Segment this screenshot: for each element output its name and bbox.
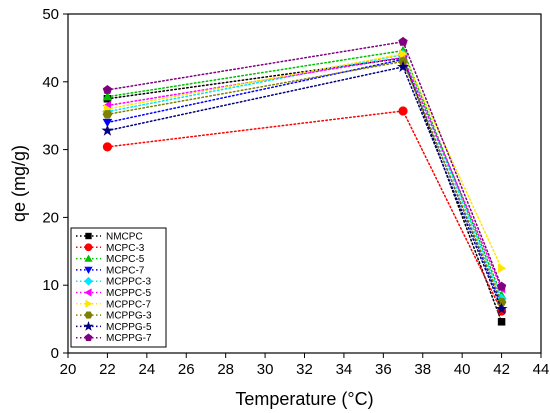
y-tick-label: 0	[51, 345, 59, 362]
x-axis: 20 22 24 26 28 30 32 34 36 38 40 42 44	[60, 353, 550, 378]
legend-label: MCPPG-7	[106, 333, 152, 344]
series-mcppg-5	[101, 60, 508, 315]
legend-entry: MCPC-5	[76, 254, 145, 265]
x-tick-label: 38	[414, 361, 431, 378]
legend-marker	[85, 232, 92, 240]
series-line	[106, 57, 503, 323]
legend-entry: MCPPC-7	[76, 299, 151, 310]
legend-entry: MCPPG-7	[76, 333, 152, 344]
x-tick-label: 44	[533, 361, 550, 378]
data-point	[102, 110, 113, 119]
legend-marker	[84, 254, 93, 262]
data-point	[398, 36, 408, 46]
x-axis-label: Temperature (°C)	[235, 389, 373, 409]
legend-label: MCPC-7	[106, 265, 145, 276]
y-axis: 0 10 20 30 40 50	[42, 6, 68, 362]
series-line	[106, 49, 503, 297]
legend-marker	[84, 288, 92, 297]
data-point	[102, 85, 113, 94]
data-point	[495, 302, 508, 315]
legend-label: MCPPG-5	[106, 322, 152, 333]
legend: NMCPCMCPC-3MCPC-5MCPC-7MCPPC-3MCPPC-5MCP…	[70, 227, 167, 348]
series-line	[106, 58, 503, 307]
legend-entry: MCPC-7	[76, 265, 145, 276]
x-tick-label: 30	[257, 361, 274, 378]
x-tick-label: 40	[454, 361, 471, 378]
x-tick-label: 36	[375, 361, 392, 378]
series-mcppg-7	[102, 36, 507, 291]
legend-marker	[84, 243, 93, 252]
y-tick-label: 10	[42, 277, 59, 294]
data-point	[102, 92, 113, 101]
legend-label: MCPPC-7	[106, 299, 151, 310]
x-tick-label: 24	[138, 361, 155, 378]
data-point	[102, 142, 113, 152]
legend-entry: MCPPG-5	[76, 320, 152, 333]
data-point	[399, 49, 408, 59]
legend-entry: MCPPC-5	[76, 288, 151, 299]
legend-marker	[84, 333, 93, 342]
legend-entry: MCPPC-3	[76, 277, 151, 288]
legend-marker	[83, 320, 94, 331]
x-tick-label: 32	[296, 361, 313, 378]
legend-label: NMCPC	[106, 232, 143, 243]
data-point	[497, 318, 506, 326]
y-axis-label: qe (mg/g)	[9, 145, 29, 222]
legend-entry: NMCPC	[76, 232, 143, 243]
y-tick-label: 30	[42, 142, 59, 159]
y-tick-label: 50	[42, 6, 59, 23]
legend-entry: MCPC-3	[76, 243, 145, 254]
data-point	[101, 124, 114, 136]
legend-marker	[84, 266, 93, 274]
data-point	[102, 118, 113, 128]
data-point	[397, 60, 410, 72]
x-tick-label: 42	[493, 361, 510, 378]
legend-label: MCPC-5	[106, 254, 145, 265]
legend-marker	[85, 299, 93, 308]
legend-label: MCPPC-5	[106, 288, 151, 299]
y-tick-label: 20	[42, 209, 59, 226]
x-tick-label: 26	[178, 361, 195, 378]
y-tick-label: 40	[42, 74, 59, 91]
legend-label: MCPC-3	[106, 243, 145, 254]
legend-label: MCPPG-3	[106, 311, 152, 322]
legend-label: MCPPC-3	[106, 277, 151, 288]
legend-entry: MCPPG-3	[76, 311, 152, 322]
x-tick-label: 22	[99, 361, 116, 378]
x-tick-label: 28	[217, 361, 234, 378]
data-point	[496, 297, 507, 307]
series-layer	[101, 36, 508, 326]
data-point	[496, 281, 507, 291]
legend-marker	[84, 276, 93, 286]
x-tick-label: 34	[336, 361, 353, 378]
data-point	[398, 106, 408, 116]
data-point	[497, 263, 507, 274]
legend-marker	[84, 311, 93, 319]
x-tick-label: 20	[60, 361, 77, 378]
series-line	[106, 66, 503, 310]
